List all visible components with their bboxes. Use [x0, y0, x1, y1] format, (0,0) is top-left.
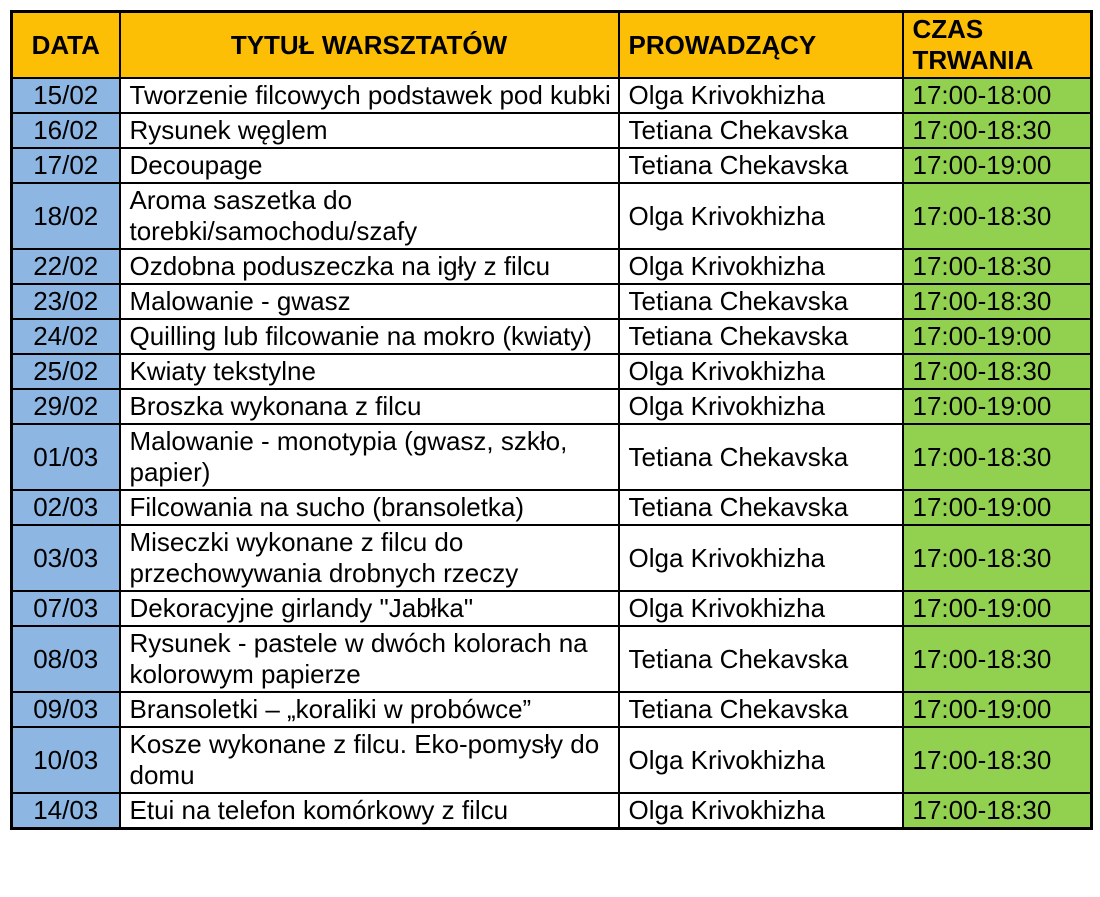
date-cell: 25/02: [10, 353, 121, 390]
instructor-cell: Olga Krivokhizha: [617, 726, 904, 794]
title-cell: Dekoracyjne girlandy "Jabłka": [118, 590, 620, 627]
title-cell: Ozdobna poduszeczka na igły z filcu: [118, 248, 620, 285]
header-instructor: PROWADZĄCY: [617, 10, 904, 79]
time-cell: 17:00-19:00: [901, 691, 1093, 728]
table-row: 09/03 Bransoletki – „koraliki w probówce”…: [10, 691, 1093, 728]
date-cell: 24/02: [10, 318, 121, 355]
table-row: 07/03 Dekoracyjne girlandy "Jabłka" Olga K…: [10, 590, 1093, 627]
time-cell: 17:00-18:30: [901, 625, 1093, 693]
time-cell: 17:00-18:30: [901, 353, 1093, 390]
title-cell: Broszka wykonana z filcu: [118, 388, 620, 425]
table-body: 15/02 Tworzenie filcowych podstawek pod k…: [10, 77, 1093, 830]
header-workshop-title: TYTUŁ WARSZTATÓW: [118, 10, 620, 79]
date-cell: 02/03: [10, 489, 121, 526]
instructor-cell: Olga Krivokhizha: [617, 524, 904, 592]
time-cell: 17:00-19:00: [901, 489, 1093, 526]
table-row: 10/03 Kosze wykonane z filcu. Eko-pomysły…: [10, 726, 1093, 794]
title-cell: Bransoletki – „koraliki w probówce”: [118, 691, 620, 728]
instructor-cell: Olga Krivokhizha: [617, 182, 904, 250]
table-row: 23/02 Malowanie - gwasz Tetiana Chekavska 1…: [10, 283, 1093, 320]
instructor-cell: Tetiana Chekavska: [617, 283, 904, 320]
time-cell: 17:00-18:00: [901, 77, 1093, 114]
date-cell: 22/02: [10, 248, 121, 285]
table-row: 08/03 Rysunek - pastele w dwóch kolorach …: [10, 625, 1093, 693]
title-cell: Aroma saszetka do torebki/samochodu/szaf…: [118, 182, 620, 250]
instructor-cell: Tetiana Chekavska: [617, 112, 904, 149]
instructor-cell: Olga Krivokhizha: [617, 792, 904, 830]
header-duration: CZAS TRWANIA: [901, 10, 1093, 79]
instructor-cell: Tetiana Chekavska: [617, 625, 904, 693]
table-row: 16/02 Rysunek węglem Tetiana Chekavska 17:0…: [10, 112, 1093, 149]
header-row: DATA TYTUŁ WARSZTATÓW PROWADZĄCY CZAS TR…: [10, 10, 1093, 79]
table-row: 24/02 Quilling lub filcowanie na mokro (k…: [10, 318, 1093, 355]
time-cell: 17:00-18:30: [901, 283, 1093, 320]
instructor-cell: Olga Krivokhizha: [617, 353, 904, 390]
table-row: 03/03 Miseczki wykonane z filcu do przech…: [10, 524, 1093, 592]
date-cell: 01/03: [10, 423, 121, 491]
date-cell: 17/02: [10, 147, 121, 184]
table-row: 25/02 Kwiaty tekstylne Olga Krivokhizha 17:…: [10, 353, 1093, 390]
time-cell: 17:00-19:00: [901, 318, 1093, 355]
time-cell: 17:00-19:00: [901, 147, 1093, 184]
title-cell: Rysunek - pastele w dwóch kolorach na ko…: [118, 625, 620, 693]
instructor-cell: Olga Krivokhizha: [617, 590, 904, 627]
time-cell: 17:00-18:30: [901, 182, 1093, 250]
time-cell: 17:00-18:30: [901, 248, 1093, 285]
time-cell: 17:00-18:30: [901, 423, 1093, 491]
table-row: 29/02 Broszka wykonana z filcu Olga Krivok…: [10, 388, 1093, 425]
time-cell: 17:00-19:00: [901, 388, 1093, 425]
title-cell: Malowanie - monotypia (gwasz, szkło, pap…: [118, 423, 620, 491]
time-cell: 17:00-18:30: [901, 112, 1093, 149]
table-row: 02/03 Filcowania na sucho (bransoletka) Te…: [10, 489, 1093, 526]
date-cell: 18/02: [10, 182, 121, 250]
instructor-cell: Tetiana Chekavska: [617, 147, 904, 184]
instructor-cell: Tetiana Chekavska: [617, 691, 904, 728]
instructor-cell: Olga Krivokhizha: [617, 77, 904, 114]
date-cell: 14/03: [10, 792, 121, 830]
instructor-cell: Tetiana Chekavska: [617, 318, 904, 355]
date-cell: 10/03: [10, 726, 121, 794]
title-cell: Rysunek węglem: [118, 112, 620, 149]
title-cell: Quilling lub filcowanie na mokro (kwiaty…: [118, 318, 620, 355]
title-cell: Tworzenie filcowych podstawek pod kubki: [118, 77, 620, 114]
date-cell: 07/03: [10, 590, 121, 627]
title-cell: Kosze wykonane z filcu. Eko-pomysły do d…: [118, 726, 620, 794]
date-cell: 09/03: [10, 691, 121, 728]
instructor-cell: Tetiana Chekavska: [617, 489, 904, 526]
header-date: DATA: [10, 10, 121, 79]
instructor-cell: Olga Krivokhizha: [617, 248, 904, 285]
date-cell: 08/03: [10, 625, 121, 693]
date-cell: 03/03: [10, 524, 121, 592]
time-cell: 17:00-19:00: [901, 590, 1093, 627]
table-row: 15/02 Tworzenie filcowych podstawek pod k…: [10, 77, 1093, 114]
table-row: 01/03 Malowanie - monotypia (gwasz, szkło…: [10, 423, 1093, 491]
title-cell: Malowanie - gwasz: [118, 283, 620, 320]
date-cell: 29/02: [10, 388, 121, 425]
title-cell: Kwiaty tekstylne: [118, 353, 620, 390]
instructor-cell: Olga Krivokhizha: [617, 388, 904, 425]
table-row: 14/03 Etui na telefon komórkowy z filcu Ol…: [10, 792, 1093, 830]
time-cell: 17:00-18:30: [901, 792, 1093, 830]
title-cell: Miseczki wykonane z filcu do przechowywa…: [118, 524, 620, 592]
date-cell: 16/02: [10, 112, 121, 149]
table-row: 18/02 Aroma saszetka do torebki/samochodu…: [10, 182, 1093, 250]
table-row: 17/02 Decoupage Tetiana Chekavska 17:00-19:…: [10, 147, 1093, 184]
table-row: 22/02 Ozdobna poduszeczka na igły z filcu…: [10, 248, 1093, 285]
workshop-schedule-table: DATA TYTUŁ WARSZTATÓW PROWADZĄCY CZAS TR…: [10, 10, 1093, 830]
title-cell: Etui na telefon komórkowy z filcu: [118, 792, 620, 830]
date-cell: 23/02: [10, 283, 121, 320]
title-cell: Decoupage: [118, 147, 620, 184]
time-cell: 17:00-18:30: [901, 726, 1093, 794]
instructor-cell: Tetiana Chekavska: [617, 423, 904, 491]
date-cell: 15/02: [10, 77, 121, 114]
time-cell: 17:00-18:30: [901, 524, 1093, 592]
title-cell: Filcowania na sucho (bransoletka): [118, 489, 620, 526]
